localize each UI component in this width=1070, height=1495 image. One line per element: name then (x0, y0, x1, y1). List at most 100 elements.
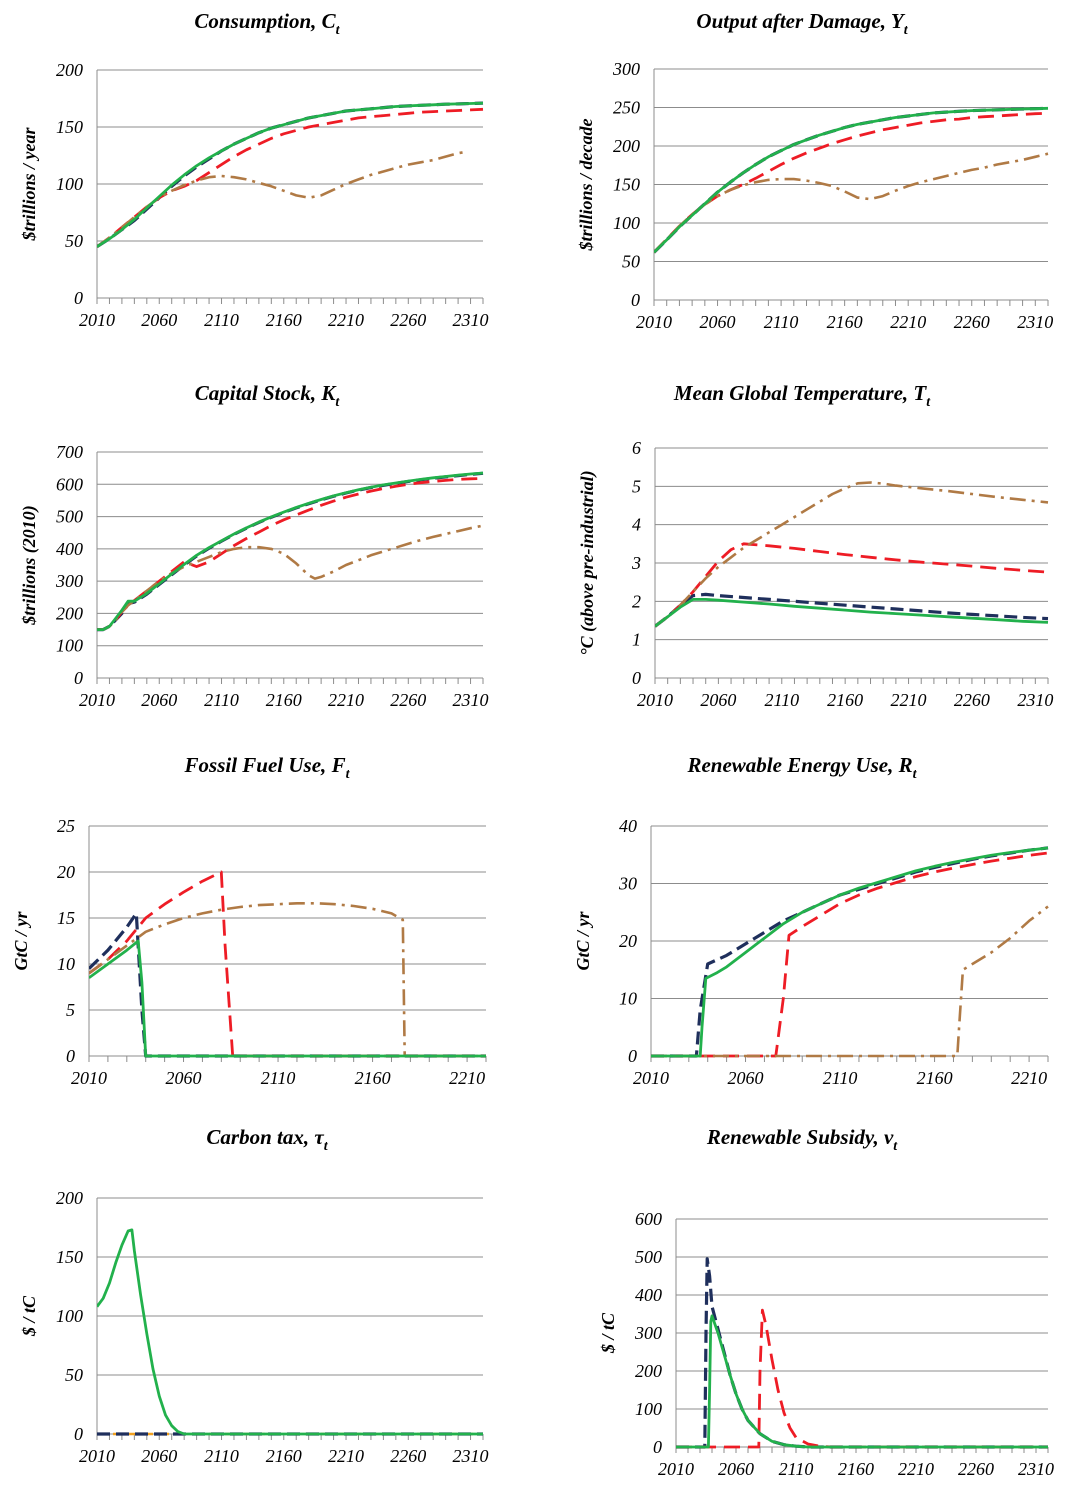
chart-panel-3: 0 100 200 300 400 500 600 700 2010 2060 2110 2160 22… (19, 381, 489, 710)
series-line-s1 (651, 846, 1049, 1058)
x-tick-label: 2260 (954, 312, 990, 332)
x-tick-label: 2160 (266, 310, 302, 330)
x-tick-label: 2010 (79, 310, 115, 330)
x-tick-label: 2260 (390, 690, 426, 710)
y-tick-label: 0 (74, 668, 83, 688)
x-tick-label: 2010 (71, 1068, 107, 1088)
x-tick-label: 2110 (779, 1459, 814, 1479)
y-axis-label: $ / tC (598, 1312, 618, 1354)
y-tick-label: 150 (613, 175, 640, 195)
series-line-s1 (676, 1257, 1048, 1449)
y-tick-label: 3 (631, 553, 641, 573)
series-line-s1 (97, 471, 484, 632)
x-tick-label: 2060 (700, 312, 736, 332)
chart-title: Fossil Fuel Use, Ft (184, 753, 351, 782)
series-line-s1 (89, 911, 486, 1058)
y-tick-label: 150 (56, 117, 83, 137)
y-tick-label: 600 (56, 474, 83, 494)
chart-panel-8: 0 100 200 300 400 500 600 2010 2060 2110 2160 2210 2… (598, 1125, 1054, 1479)
x-tick-label: 2060 (141, 1446, 177, 1466)
series-line-s4 (676, 1314, 1048, 1449)
series-line-s2 (97, 477, 484, 631)
y-tick-label: 50 (65, 1365, 83, 1385)
x-tick-label: 2110 (764, 690, 799, 710)
y-tick-label: 5 (632, 476, 641, 496)
x-tick-label: 2060 (700, 690, 736, 710)
chart-panel-5: 0 5 10 15 20 25 2010 2060 2110 2160 2210 GtC / yr Fo… (11, 753, 487, 1088)
y-tick-label: 300 (612, 59, 640, 79)
y-tick-label: 100 (56, 636, 83, 656)
x-tick-label: 2160 (827, 312, 863, 332)
chart-panel-2: 0 50 100 150 200 250 300 2010 2060 2110 2160 2210 22… (576, 9, 1053, 332)
x-tick-label: 2260 (390, 310, 426, 330)
y-axis-label: $ / tC (19, 1295, 39, 1337)
chart-panel-1: 0 50 100 150 200 2010 2060 2110 2160 2210 2260 2310… (19, 9, 489, 330)
x-tick-label: 2110 (823, 1068, 858, 1088)
y-tick-label: 50 (65, 231, 83, 251)
series-line-s3 (89, 902, 486, 1058)
series-line-s2 (651, 851, 1049, 1058)
x-tick-label: 2060 (728, 1068, 764, 1088)
x-tick-label: 2210 (1011, 1068, 1047, 1088)
series-line-s4 (655, 598, 1049, 628)
series-line-s4 (651, 846, 1049, 1058)
chart-title: Renewable Energy Use, Rt (686, 753, 917, 782)
x-tick-label: 2210 (898, 1459, 934, 1479)
x-tick-label: 2010 (658, 1459, 694, 1479)
x-tick-label: 2310 (453, 310, 489, 330)
y-tick-label: 200 (56, 603, 83, 623)
y-tick-label: 6 (632, 438, 641, 458)
y-tick-label: 600 (635, 1209, 662, 1229)
y-tick-label: 300 (55, 571, 83, 591)
x-tick-label: 2210 (328, 310, 364, 330)
y-tick-label: 100 (613, 213, 640, 233)
y-tick-label: 400 (635, 1285, 662, 1305)
y-tick-label: 300 (634, 1323, 662, 1343)
y-tick-label: 200 (635, 1361, 662, 1381)
y-tick-label: 100 (56, 1306, 83, 1326)
x-tick-label: 2010 (79, 1446, 115, 1466)
y-tick-label: 0 (628, 1046, 637, 1066)
chart-title: Capital Stock, Kt (195, 381, 341, 410)
chart-panel-6: 0 10 20 30 40 2010 2060 2110 2160 2210 GtC / yr Ren… (573, 753, 1049, 1088)
x-tick-label: 2010 (633, 1068, 669, 1088)
y-axis-label: $trillions / decade (576, 118, 596, 251)
x-tick-label: 2060 (141, 690, 177, 710)
y-tick-label: 500 (635, 1247, 662, 1267)
y-tick-label: 10 (57, 954, 75, 974)
series-line-s1 (654, 106, 1049, 254)
x-tick-label: 2160 (838, 1459, 874, 1479)
y-tick-label: 15 (57, 908, 75, 928)
y-tick-label: 0 (74, 1424, 83, 1444)
chart-panel-4: 0 1 2 3 4 5 6 2010 2060 2110 2160 2210 2260 2310 °C (a… (577, 381, 1053, 710)
x-tick-label: 2060 (718, 1459, 754, 1479)
y-tick-label: 0 (632, 668, 641, 688)
y-tick-label: 100 (635, 1399, 662, 1419)
y-tick-label: 150 (56, 1247, 83, 1267)
y-axis-label: GtC / yr (11, 911, 31, 971)
y-tick-label: 250 (613, 98, 640, 118)
y-tick-label: 20 (619, 931, 637, 951)
x-tick-label: 2160 (917, 1068, 953, 1088)
x-tick-label: 2310 (1017, 690, 1053, 710)
x-tick-label: 2260 (390, 1446, 426, 1466)
y-tick-label: 40 (619, 816, 637, 836)
y-tick-label: 700 (56, 442, 83, 462)
series-line-s4 (97, 1228, 483, 1436)
series-line-s3 (97, 524, 484, 631)
y-tick-label: 0 (631, 290, 640, 310)
y-tick-label: 500 (56, 507, 83, 527)
series-line-s2 (97, 107, 484, 248)
x-tick-label: 2260 (954, 690, 990, 710)
series-line-s1 (97, 101, 484, 249)
x-tick-label: 2310 (1018, 1459, 1054, 1479)
y-tick-label: 25 (57, 816, 75, 836)
series-line-s3 (97, 150, 465, 248)
x-tick-label: 2310 (453, 690, 489, 710)
y-tick-label: 0 (653, 1437, 662, 1457)
chart-title: Carbon tax, τt (206, 1125, 328, 1154)
chart-title: Consumption, Ct (194, 9, 340, 38)
chart-title: Renewable Subsidy, vt (706, 1125, 898, 1154)
